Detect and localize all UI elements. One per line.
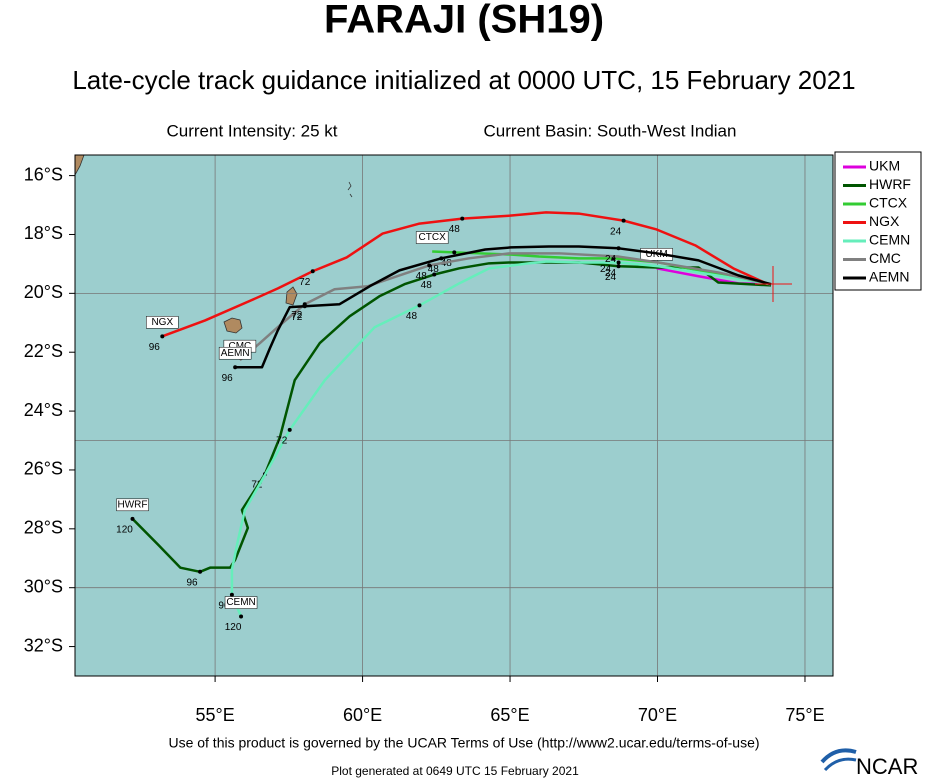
track-tag-box	[146, 316, 179, 329]
land	[74, 154, 353, 334]
y-tick-label: 22°S	[24, 341, 63, 361]
generated: Plot generated at 0649 UTC 15 February 2…	[331, 764, 579, 778]
current-position	[755, 266, 792, 302]
x-tick-label: 70°E	[638, 705, 677, 725]
x-tick-label: 60°E	[343, 705, 382, 725]
legend-label: NGX	[869, 213, 900, 229]
track-point	[427, 263, 432, 268]
x-tick-label: 65°E	[490, 705, 529, 725]
title: FARAJI (SH19)	[324, 0, 604, 42]
track-point	[233, 365, 238, 370]
forecast-hour: 24	[600, 264, 612, 275]
tracks: UKM24487296120HWRF2448CTCX24487296NGX244…	[116, 211, 772, 633]
track-point	[287, 427, 292, 432]
legend-items: UKM HWRF CTCX NGX CEMN CMC AEMN	[843, 158, 911, 285]
track-point	[130, 516, 135, 521]
logo-arc	[820, 748, 857, 764]
legend-label: AEMN	[869, 269, 909, 285]
track-tag: AEMN	[221, 348, 250, 359]
map-frame	[74, 154, 834, 677]
subtitle: Late-cycle track guidance initialized at…	[72, 65, 855, 95]
intensity: Current Intensity: 25 kt	[166, 121, 337, 140]
legend-label: CMC	[869, 250, 901, 266]
forecast-hour: 96	[149, 342, 161, 353]
legend-label: CTCX	[869, 195, 908, 211]
y-tick-label: 20°S	[24, 282, 63, 302]
forecast-hour: 120	[225, 622, 242, 633]
grid	[75, 155, 833, 676]
track-point	[616, 246, 621, 251]
forecast-hour: 48	[416, 271, 428, 282]
forecast-hour: 48	[428, 264, 440, 275]
track-tag: HWRF	[118, 499, 148, 510]
y-tick-label: 16°S	[24, 164, 63, 184]
track-line	[131, 261, 772, 574]
forecast-hour: 48	[449, 224, 461, 235]
legend-label: HWRF	[869, 176, 911, 192]
forecast-hour: 72	[299, 277, 311, 288]
islets	[347, 181, 353, 198]
forecast-hour: 24	[605, 254, 617, 265]
forecast-hour: 24	[605, 272, 617, 283]
y-tick-label: 18°S	[24, 223, 63, 243]
track-point	[452, 250, 457, 255]
forecast-hour: 96	[218, 600, 230, 611]
track-point	[229, 592, 234, 597]
forecast-hour: 72	[291, 312, 303, 323]
x-tick-label: 75°E	[785, 705, 824, 725]
axes: 55°E 60°E 65°E 70°E 75°E 16°S 18°S 20°S 22°S 24°S…	[24, 164, 825, 724]
forecast-hour: 24	[605, 268, 617, 279]
legend-label: UKM	[869, 158, 900, 174]
y-tick-label: 28°S	[24, 518, 63, 538]
map-area	[74, 154, 834, 677]
track-point	[160, 334, 165, 339]
forecast-hour: 48	[421, 280, 433, 291]
x-tick-label: 55°E	[195, 705, 234, 725]
basin: Current Basin: South-West Indian	[484, 121, 737, 140]
track-point	[460, 216, 465, 221]
track-tag-box	[415, 231, 449, 244]
y-tick-label: 30°S	[24, 576, 63, 596]
logo: NCAR	[820, 748, 918, 779]
track-point	[616, 264, 621, 269]
track-point	[239, 614, 244, 619]
track-tag: NGX	[151, 317, 173, 328]
track-tag: CTCX	[419, 232, 447, 243]
forecast-hour: 24	[610, 226, 622, 237]
track-point	[417, 303, 422, 308]
track-point	[198, 569, 203, 574]
track-point	[616, 260, 621, 265]
track-point	[310, 269, 315, 274]
footer: Use of this product is governed by the U…	[168, 735, 759, 751]
mauritius	[285, 286, 298, 306]
y-tick-label: 26°S	[24, 459, 63, 479]
track-point	[302, 304, 307, 309]
reunion	[223, 317, 243, 334]
logo-text: NCAR	[856, 754, 918, 779]
track-tag-box	[224, 596, 258, 609]
track-tag-box	[116, 498, 149, 512]
forecast-hour: 96	[186, 577, 198, 588]
forecast-hour: 72	[276, 436, 288, 447]
track-tag-box	[218, 346, 252, 360]
y-tick-label: 24°S	[24, 400, 63, 420]
track-point	[439, 256, 444, 261]
forecast-hour: 72	[291, 310, 303, 321]
legend-label: CEMN	[869, 232, 910, 248]
forecast-hour: 120	[116, 524, 133, 535]
forecast-hour: 48	[406, 311, 418, 322]
logo-arc	[823, 757, 857, 772]
forecast-hour: 72	[251, 480, 263, 491]
track-tag: CEMN	[226, 597, 255, 608]
track-point	[621, 218, 626, 223]
forecast-hour: 96	[222, 373, 234, 384]
track-tag: CMC	[228, 341, 251, 352]
y-tick-label: 32°S	[24, 635, 63, 655]
track-point	[432, 272, 437, 277]
